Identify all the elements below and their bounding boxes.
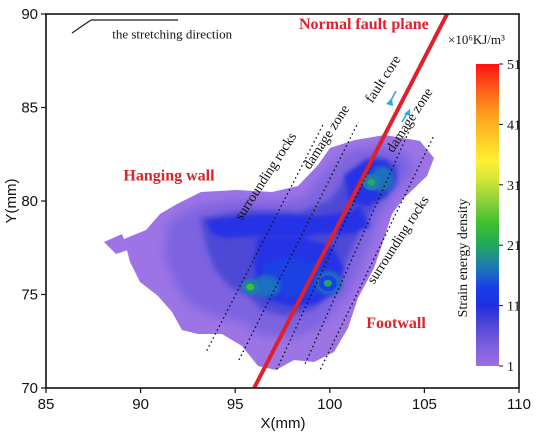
colorbar-tick-label: 31 [507,179,521,194]
hotspot-center [246,283,255,291]
y-axis-label: Y(mm) [3,179,20,224]
y-tick-label: 70 [21,380,38,397]
stretching-direction-symbol [71,19,178,34]
fault-core-arrows [386,90,410,123]
hotspot-center [367,178,376,186]
x-tick-label: 100 [317,396,342,413]
colorbar-label: Strain energy density [456,199,471,318]
colorbar-tick-label: 51 [507,58,521,73]
x-tick-label: 85 [38,396,55,413]
arrowhead-icon [404,109,410,116]
y-tick-label: 90 [21,6,38,23]
annotation-label: the stretching direction [112,26,232,41]
fault-plane-line [252,14,449,388]
colorbar-tick-label: 21 [507,239,521,254]
y-tick-label: 85 [21,100,38,117]
colorbar-gradient [476,64,499,366]
hotspot-layer [241,174,381,296]
zone-boundary-line [304,125,412,364]
fault-plane-layer [252,14,449,388]
annotation-label: Normal fault plane [299,16,429,33]
zone-boundary-line [238,122,359,361]
colorbar-tick-label: 1 [507,360,514,375]
x-tick-label: 110 [507,396,531,413]
annotation-label: fault core [363,53,405,106]
arrowhead-icon [386,98,393,106]
y-tick-label: 80 [21,193,38,210]
x-tick-label: 90 [132,396,149,413]
colorbar-tick-label: 41 [507,118,521,133]
zone-boundary-lines [206,122,435,370]
y-axis: 70 75 80 85 90 [21,6,46,397]
colorbar-unit: ×10⁶KJ/m³ [448,32,505,47]
zone-boundary-line [319,135,435,370]
y-tick-label: 75 [21,287,38,304]
stretching-direction-icon [71,19,92,34]
hotspot-center [323,279,332,287]
x-tick-label: 95 [227,396,244,413]
annotation-label: Hanging wall [123,167,215,184]
annotation-label: Footwall [366,315,426,332]
x-axis-label: X(mm) [261,415,306,432]
hotspot-ring [252,275,280,297]
x-axis: 85 90 95 100 105 110 [38,388,531,413]
contour-outer-bump [104,234,128,254]
colorbar-tick-label: 11 [507,300,520,315]
x-tick-label: 105 [412,396,437,413]
contour-blue-band [206,206,370,238]
